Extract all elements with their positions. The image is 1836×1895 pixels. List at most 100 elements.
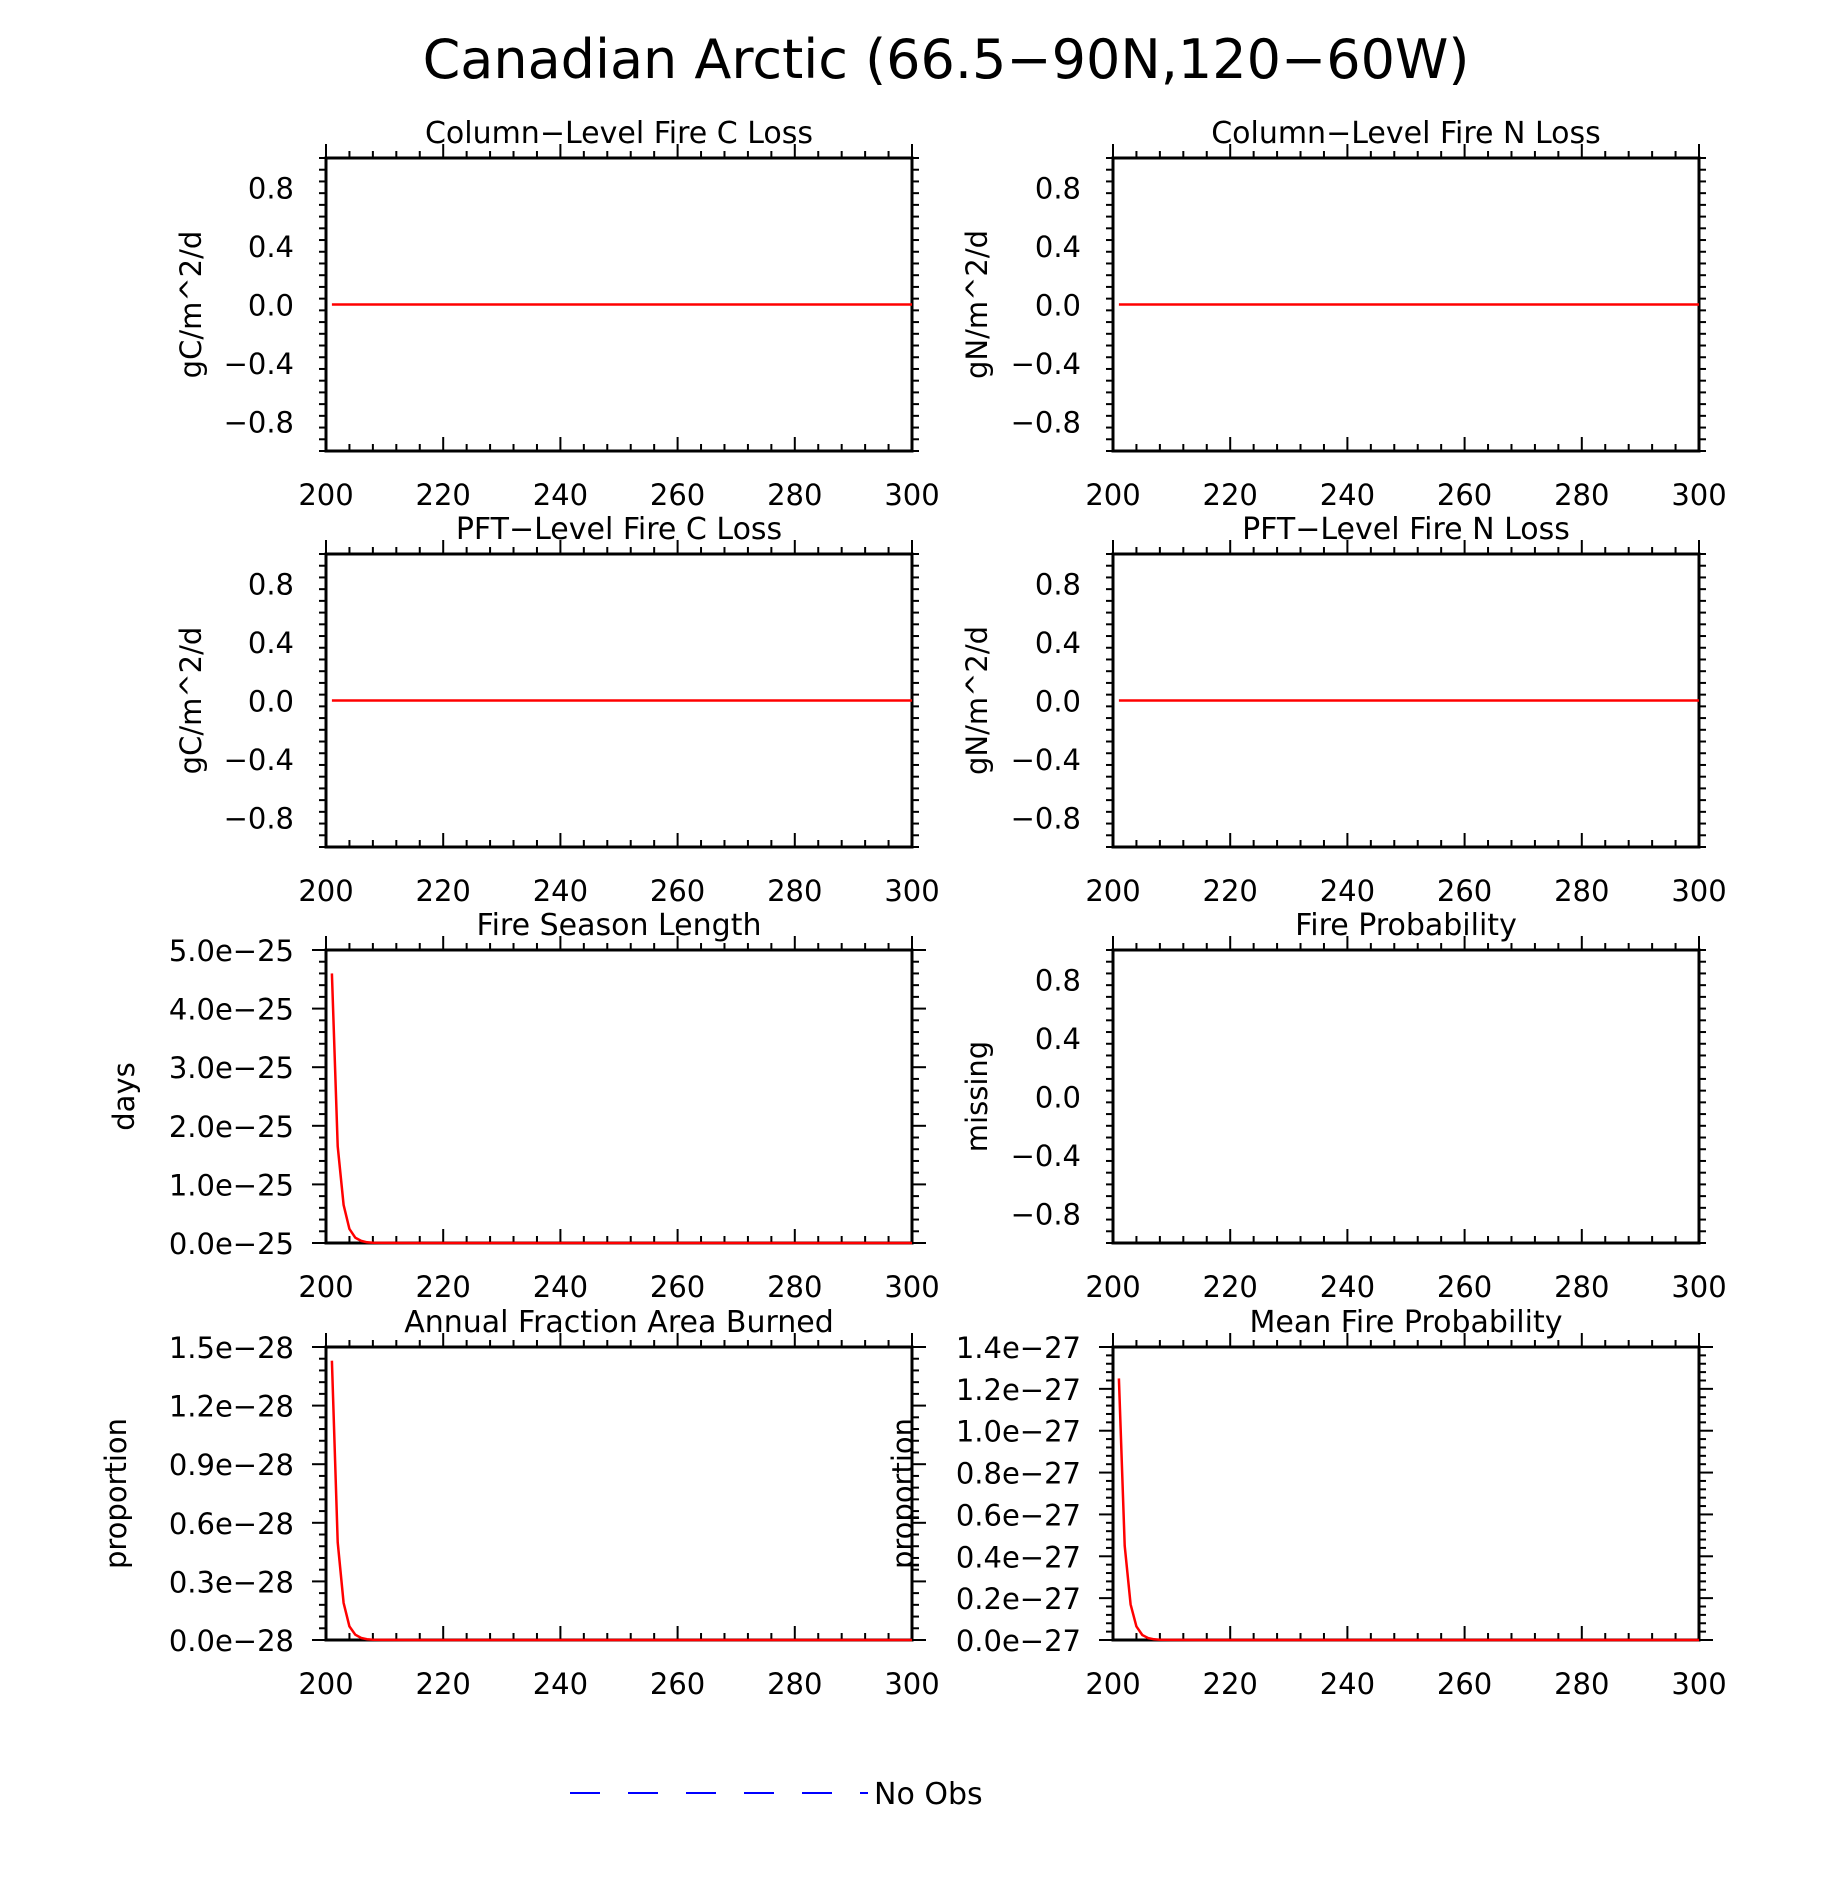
- y-tick-label: 1.0e−25: [169, 1168, 294, 1202]
- x-tick-label: 260: [1437, 1667, 1492, 1701]
- x-tick-label: 220: [416, 1270, 471, 1304]
- x-tick-label: 220: [416, 478, 471, 512]
- x-tick-label: 240: [1320, 1667, 1375, 1701]
- panel-4: PFT−Level Fire N Loss 200 220 240 260 280 300 −…: [960, 512, 1727, 908]
- plot-frame: [324, 948, 914, 1245]
- y-tick-label: 0.4e−27: [956, 1540, 1081, 1574]
- x-tick-label: 240: [1320, 478, 1375, 512]
- y-tick-label: 1.5e−28: [169, 1331, 294, 1365]
- x-tick-label: 280: [1554, 874, 1609, 908]
- x-tick-label: 220: [416, 1667, 471, 1701]
- x-tick-label: 260: [650, 1270, 705, 1304]
- x-tick-label: 220: [1203, 1270, 1258, 1304]
- y-tick-label: 1.2e−28: [169, 1390, 294, 1424]
- y-tick-label: 0.9e−28: [169, 1448, 294, 1482]
- x-tick-label: 280: [767, 1667, 822, 1701]
- legend-label: No Obs: [874, 1777, 983, 1812]
- x-tick-label: 300: [884, 874, 939, 908]
- x-tick-label: 240: [533, 1270, 588, 1304]
- x-tick-label: 220: [1203, 1667, 1258, 1701]
- panel-title: PFT−Level Fire N Loss: [1242, 512, 1570, 547]
- x-tick-label: 300: [884, 478, 939, 512]
- panel-5: Fire Season Length 200 220 240 260 280 300 0.0e…: [107, 908, 940, 1304]
- panel-title: Annual Fraction Area Burned: [404, 1305, 834, 1340]
- x-tick-label: 220: [416, 874, 471, 908]
- y-tick-label: 0.0: [248, 685, 294, 719]
- y-tick-label: 0.0e−25: [169, 1227, 294, 1261]
- x-tick-label: 260: [1437, 1270, 1492, 1304]
- x-tick-label: 240: [1320, 1270, 1375, 1304]
- y-tick-label: −0.8: [224, 406, 294, 440]
- x-tick-label: 300: [1671, 478, 1726, 512]
- legend: No Obsf09.B−PI.tn15.cmip6.j01.re: [570, 1777, 983, 1812]
- y-tick-label: 0.0e−28: [169, 1624, 294, 1658]
- x-tick-label: 260: [650, 874, 705, 908]
- x-tick-label: 200: [298, 478, 353, 512]
- plot-frame: [1111, 948, 1701, 1245]
- panel-1: Column−Level Fire C Loss 200 220 240 260 280 3…: [174, 116, 940, 512]
- y-axis-label: gN/m^2/d: [960, 230, 994, 379]
- y-tick-label: 1.4e−27: [956, 1331, 1081, 1365]
- y-axis-label: missing: [960, 1041, 994, 1152]
- y-axis-label: gN/m^2/d: [960, 626, 994, 775]
- y-tick-label: −0.4: [1011, 743, 1081, 777]
- x-tick-label: 200: [1085, 1270, 1140, 1304]
- y-tick-label: 0.4: [1035, 230, 1081, 264]
- panel-2: Column−Level Fire N Loss 200 220 240 260 280 3…: [960, 116, 1727, 512]
- x-tick-label: 260: [1437, 478, 1492, 512]
- x-tick-label: 300: [884, 1667, 939, 1701]
- y-tick-label: 0.8: [1035, 963, 1081, 997]
- y-tick-label: 1.2e−27: [956, 1373, 1081, 1407]
- y-tick-label: 0.0: [1035, 685, 1081, 719]
- y-tick-label: 2.0e−25: [169, 1110, 294, 1144]
- y-tick-label: 5.0e−25: [169, 934, 294, 968]
- x-tick-label: 240: [1320, 874, 1375, 908]
- y-tick-label: −0.8: [224, 802, 294, 836]
- x-tick-label: 220: [1203, 874, 1258, 908]
- plot-frame: [324, 1345, 914, 1642]
- x-tick-label: 240: [533, 1667, 588, 1701]
- y-axis-label: gC/m^2/d: [174, 627, 208, 775]
- y-tick-label: 0.8e−27: [956, 1457, 1081, 1491]
- y-tick-label: 0.0e−27: [956, 1624, 1081, 1658]
- y-tick-label: 4.0e−25: [169, 993, 294, 1027]
- y-tick-label: −0.8: [1011, 1198, 1081, 1232]
- plot-frame: [1111, 1345, 1701, 1642]
- x-tick-label: 280: [1554, 1667, 1609, 1701]
- y-tick-label: 0.4: [1035, 626, 1081, 660]
- x-tick-label: 280: [767, 1270, 822, 1304]
- x-tick-label: 300: [1671, 1667, 1726, 1701]
- x-tick-label: 200: [298, 1270, 353, 1304]
- panel-title: Fire Probability: [1295, 908, 1517, 943]
- panel-7: Annual Fraction Area Burned 200 220 240 260 2…: [99, 1305, 940, 1701]
- y-tick-label: −0.4: [1011, 1139, 1081, 1173]
- y-axis-label: gC/m^2/d: [174, 231, 208, 379]
- x-tick-label: 200: [1085, 478, 1140, 512]
- series-line: [330, 1360, 912, 1642]
- x-tick-label: 240: [533, 874, 588, 908]
- x-tick-label: 260: [650, 1667, 705, 1701]
- x-tick-label: 200: [1085, 874, 1140, 908]
- x-tick-label: 200: [1085, 1667, 1140, 1701]
- y-tick-label: 0.6e−27: [956, 1498, 1081, 1532]
- x-tick-label: 200: [298, 874, 353, 908]
- y-axis-label: proportion: [886, 1418, 920, 1569]
- y-tick-label: 1.0e−27: [956, 1415, 1081, 1449]
- x-tick-label: 280: [767, 874, 822, 908]
- y-tick-label: −0.4: [224, 347, 294, 381]
- panel-title: Fire Season Length: [477, 908, 762, 943]
- x-tick-label: 300: [1671, 1270, 1726, 1304]
- y-axis-label: days: [107, 1062, 141, 1130]
- series-line: [330, 973, 912, 1245]
- y-tick-label: 0.8: [1035, 171, 1081, 205]
- panel-title: PFT−Level Fire C Loss: [456, 512, 782, 547]
- x-tick-label: 220: [1203, 478, 1258, 512]
- panel-8: Mean Fire Probability 200 220 240 260 280 300 0…: [886, 1305, 1727, 1701]
- panel-title: Column−Level Fire N Loss: [1211, 116, 1601, 151]
- y-axis-label: proportion: [99, 1418, 133, 1569]
- x-tick-label: 280: [1554, 478, 1609, 512]
- y-tick-label: 0.6e−28: [169, 1507, 294, 1541]
- y-tick-label: 0.4: [1035, 1022, 1081, 1056]
- y-tick-label: −0.4: [224, 743, 294, 777]
